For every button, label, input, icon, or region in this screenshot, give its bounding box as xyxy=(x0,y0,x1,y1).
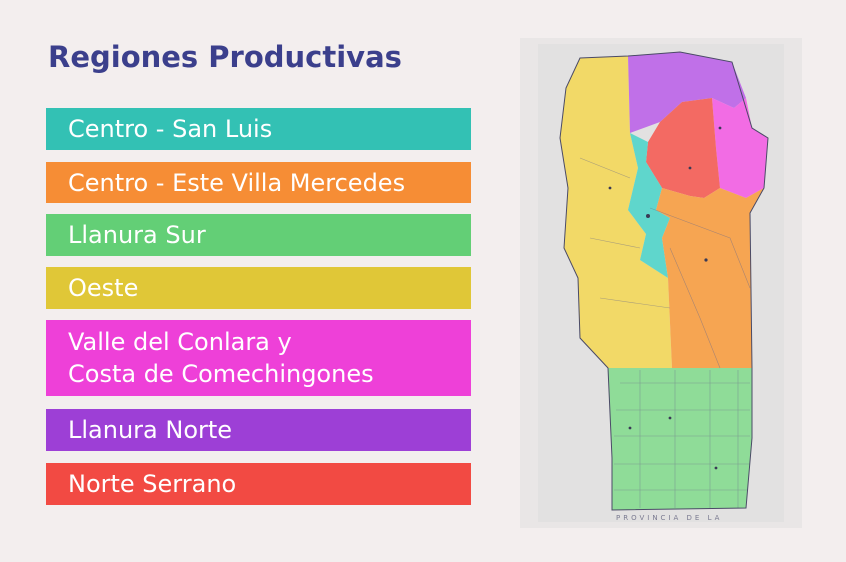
legend-label: Llanura Norte xyxy=(68,416,233,444)
legend-item-centro-este-villa-mercedes: Centro - Este Villa Mercedes xyxy=(46,162,471,203)
region-llanura-norte xyxy=(628,52,746,133)
legend-item-oeste: Oeste xyxy=(46,267,471,309)
legend-label-line2: Costa de Comechingones xyxy=(68,360,374,388)
legend-label: Centro - Este Villa Mercedes xyxy=(68,168,406,197)
region-norte-serrano xyxy=(646,98,720,198)
legend-item-centro-san-luis: Centro - San Luis xyxy=(46,108,471,150)
page-title: Regiones Productivas xyxy=(48,40,402,74)
legend-item-norte-serrano: Norte Serrano xyxy=(46,463,471,505)
region-llanura-sur xyxy=(608,368,752,510)
province-boundary xyxy=(559,51,769,511)
legend-label: Centro - San Luis xyxy=(68,115,273,143)
map-bottom-label: PROVINCIA DE LA xyxy=(616,514,722,522)
legend-label: Llanura Sur xyxy=(68,221,206,249)
legend-label: Oeste xyxy=(68,274,139,302)
province-map: PROVINCIA DE LA xyxy=(520,38,802,528)
region-valle-conlara xyxy=(712,98,768,198)
legend-item-llanura-norte: Llanura Norte xyxy=(46,409,471,451)
town-markers xyxy=(608,126,722,470)
province-map-svg: PROVINCIA DE LA xyxy=(520,38,802,528)
region-centro-san-luis xyxy=(628,133,670,278)
legend-label-line1: Valle del Conlara y xyxy=(68,328,292,356)
region-centro-este xyxy=(656,188,764,368)
legend-label: Norte Serrano xyxy=(68,470,237,498)
legend-item-llanura-sur: Llanura Sur xyxy=(46,214,471,256)
legend-item-valle-del-conlara: Valle del Conlara y Costa de Comechingon… xyxy=(46,320,471,396)
map-roads xyxy=(579,157,751,508)
region-oeste xyxy=(560,56,672,368)
